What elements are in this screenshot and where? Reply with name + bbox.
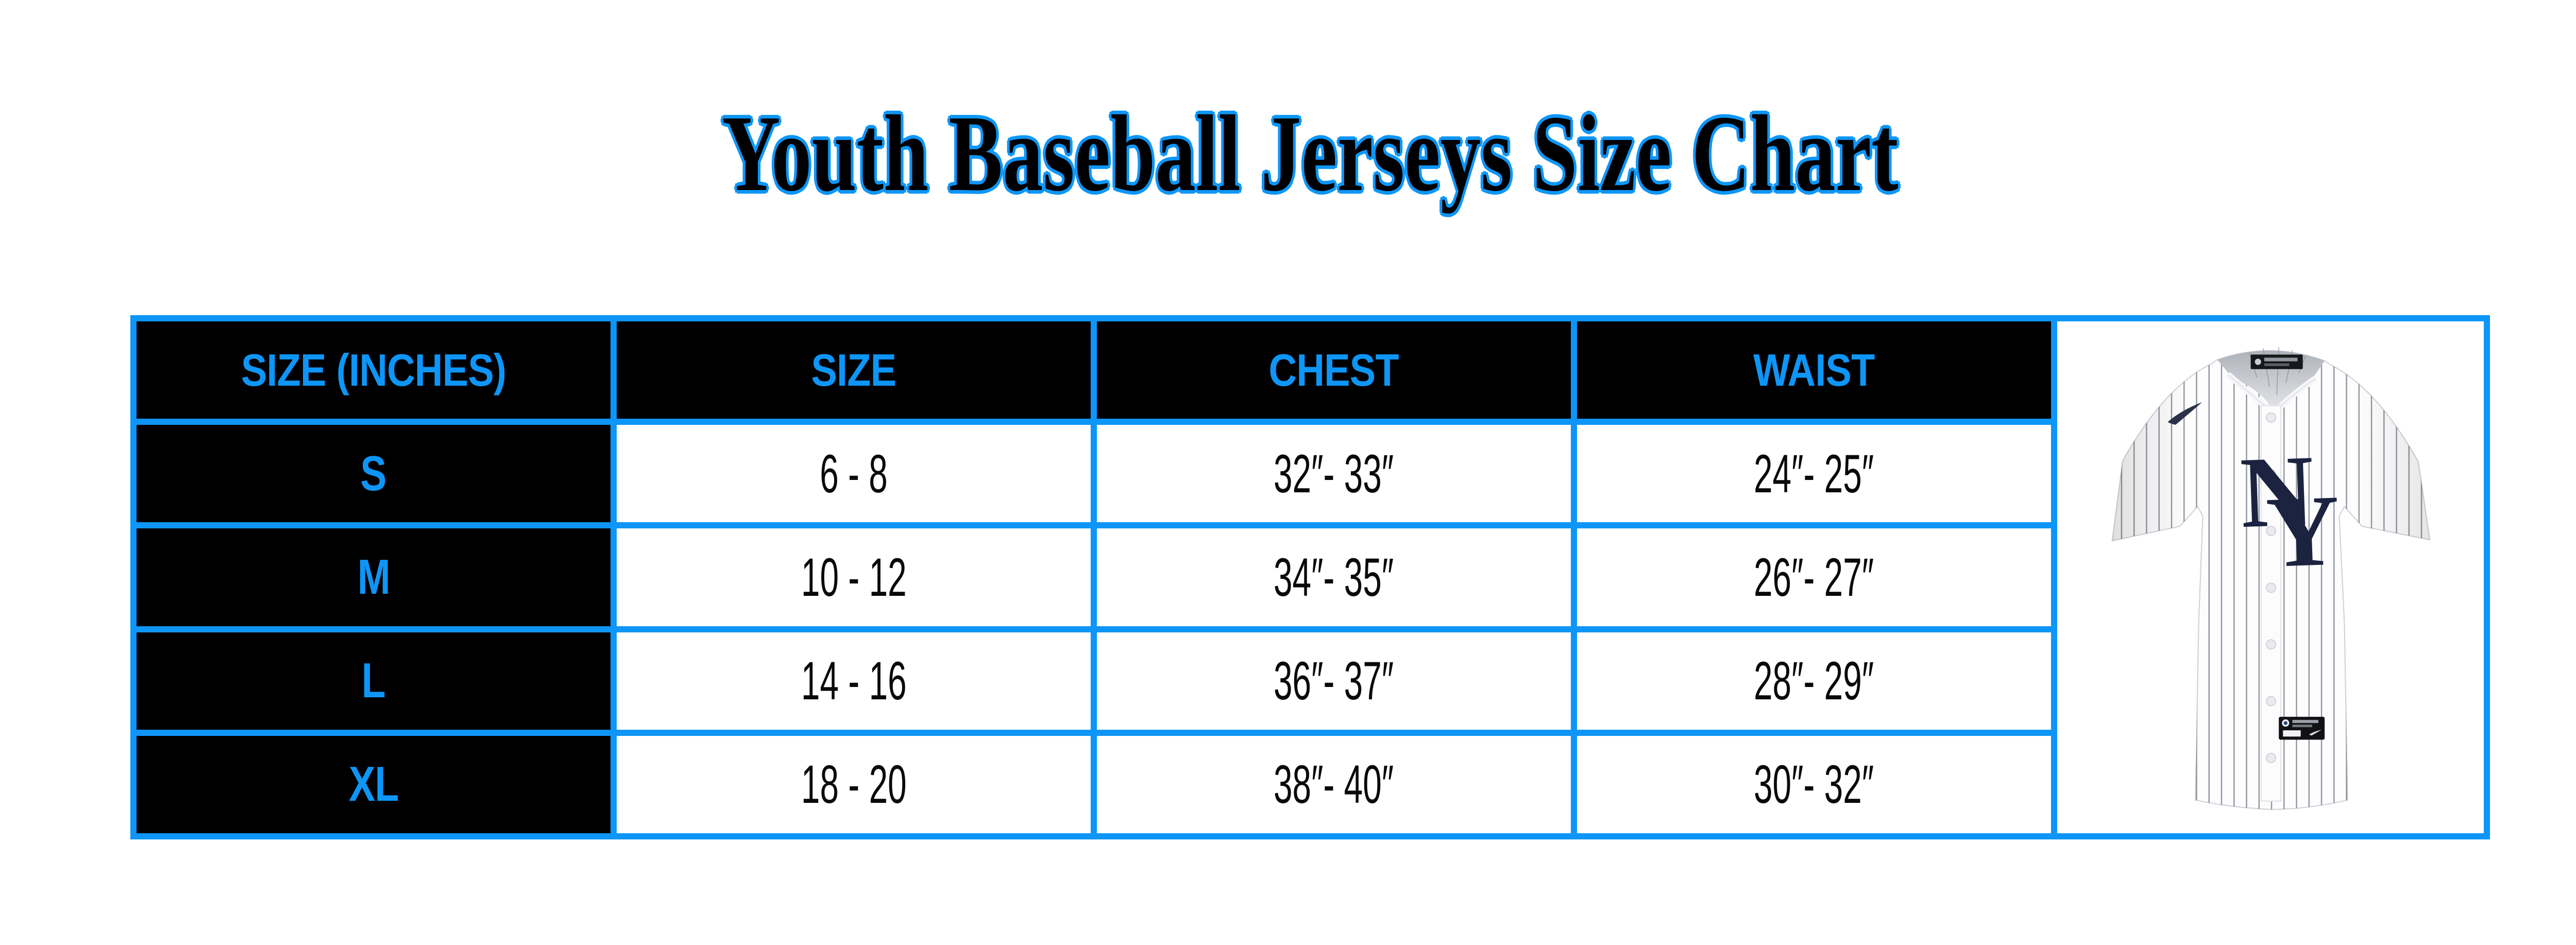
jersey-buttons	[2266, 412, 2276, 763]
cell-chest-text: 32″- 33″	[1274, 443, 1394, 504]
cell-size: 18 - 20	[617, 735, 1091, 833]
cell-size-text: 18 - 20	[801, 754, 907, 815]
tag-swoosh-icon	[2309, 730, 2322, 736]
size-chart-grid: SIZE (INCHES) SIZE CHEST WAIST	[137, 321, 2484, 833]
cell-chest-text: 38″- 40″	[1274, 754, 1394, 815]
column-header-label: CHEST	[1268, 344, 1399, 396]
cell-waist-text: 24″- 25″	[1754, 443, 1874, 504]
cell-waist-text: 26″- 27″	[1754, 546, 1874, 608]
cell-chest-text: 36″- 37″	[1274, 650, 1394, 711]
cell-waist: 28″- 29″	[1577, 632, 2051, 730]
row-label: M	[137, 528, 611, 626]
jersey-hem-tag	[2279, 716, 2325, 740]
cell-waist-text: 30″- 32″	[1754, 754, 1874, 815]
cell-chest-text: 34″- 35″	[1274, 546, 1394, 608]
column-header-label: SIZE (INCHES)	[241, 344, 506, 396]
row-label: S	[137, 425, 611, 523]
column-header-waist: WAIST	[1577, 321, 2051, 419]
cell-waist: 24″- 25″	[1577, 425, 2051, 523]
page-title-text: Youth Baseball Jerseys Size Chart	[722, 93, 1899, 214]
cell-size: 14 - 16	[617, 632, 1091, 730]
size-chart: SIZE (INCHES) SIZE CHEST WAIST	[130, 315, 2490, 839]
jersey-collar	[2217, 347, 2325, 415]
yankees-ny-logo: N Y	[2239, 434, 2342, 589]
column-header-size-inches: SIZE (INCHES)	[137, 321, 611, 419]
logo-letter-n: N	[2239, 434, 2316, 549]
jersey-placket	[2260, 405, 2282, 802]
cell-size-text: 6 - 8	[820, 443, 888, 504]
jersey-image-panel: N Y	[2057, 321, 2484, 833]
cell-chest: 32″- 33″	[1097, 425, 1571, 523]
cell-waist: 30″- 32″	[1577, 735, 2051, 833]
cell-waist: 26″- 27″	[1577, 528, 2051, 626]
row-label-text: M	[357, 549, 390, 605]
row-label: L	[137, 632, 611, 730]
cell-size: 10 - 12	[617, 528, 1091, 626]
nike-swoosh-icon	[2167, 402, 2202, 425]
cell-chest: 36″- 37″	[1097, 632, 1571, 730]
logo-letter-y: Y	[2264, 473, 2342, 589]
cell-chest: 38″- 40″	[1097, 735, 1571, 833]
page-title: Youth Baseball Jerseys Size Chart	[0, 99, 2576, 208]
cell-size-text: 10 - 12	[801, 546, 907, 608]
cell-size-text: 14 - 16	[801, 650, 907, 711]
column-header-chest: CHEST	[1097, 321, 1571, 419]
cell-waist-text: 28″- 29″	[1754, 650, 1874, 711]
row-label-text: L	[361, 653, 386, 709]
yankees-jersey-image: N Y	[2111, 347, 2431, 810]
column-header-label: WAIST	[1753, 344, 1875, 396]
column-header-label: SIZE	[811, 344, 897, 396]
row-label: XL	[137, 735, 611, 833]
cell-chest: 34″- 35″	[1097, 528, 1571, 626]
row-label-text: XL	[348, 757, 399, 812]
column-header-size: SIZE	[617, 321, 1091, 419]
cell-size: 6 - 8	[617, 425, 1091, 523]
row-label-text: S	[360, 445, 387, 501]
